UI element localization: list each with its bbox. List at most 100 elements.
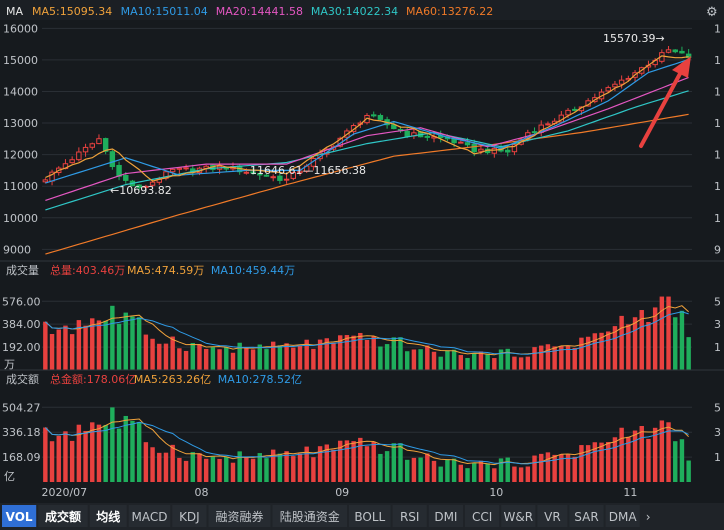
tab-dmi[interactable]: DMI (428, 505, 463, 527)
amount-panel-title: 成交额 (6, 372, 39, 386)
volume-bar-up (632, 317, 638, 370)
tab-label[interactable]: 陆股通资金 (280, 509, 340, 524)
volume-bar-up (170, 444, 175, 482)
tab-background[interactable] (128, 505, 171, 527)
tab-background[interactable] (569, 505, 604, 527)
volume-bar-up (599, 442, 604, 482)
volume-bar-up (63, 431, 68, 482)
volume-bar-up (291, 347, 296, 370)
volume-bar-up (632, 430, 638, 482)
tab-vol[interactable]: VOL (2, 505, 37, 527)
tab-label[interactable]: BOLL (354, 510, 385, 524)
volume-bar-up (163, 343, 169, 370)
volume-legend-ma10: MA10:459.44万 (211, 264, 295, 277)
tab-dma[interactable]: DMA (605, 505, 640, 527)
tab-background[interactable] (89, 505, 127, 527)
tab-label[interactable]: 成交额 (45, 509, 81, 524)
tab-background[interactable] (465, 505, 500, 527)
tab-kdj[interactable]: KDJ (172, 505, 207, 527)
tab-[interactable]: 陆股通资金 (272, 505, 348, 527)
tab-more-chevron-icon[interactable]: › (646, 510, 651, 524)
tab-label[interactable]: W&R (504, 510, 534, 524)
tab-background[interactable] (428, 505, 463, 527)
tab-background[interactable] (501, 505, 536, 527)
amount-unit-label: 亿 (4, 470, 15, 483)
volume-bar-up (364, 339, 370, 370)
volume-bar-down (679, 310, 685, 370)
volume-bar-down (472, 353, 477, 370)
tab-rsi[interactable]: RSI (392, 505, 427, 527)
amount-ytick-label: 168.09 (2, 451, 41, 464)
candle-down (136, 184, 142, 189)
volume-bar-up (626, 436, 631, 482)
tab-background[interactable] (208, 505, 271, 527)
tab-label[interactable]: DMA (609, 510, 638, 524)
volume-right-tick-label: 5 (714, 295, 721, 308)
volume-bar-down (679, 439, 685, 482)
candle-up (297, 170, 303, 174)
trend-arrow (639, 68, 684, 148)
volume-right-tick-label: 3 (714, 318, 721, 331)
tab-label[interactable]: 均线 (96, 509, 120, 524)
candle-up (290, 172, 297, 179)
candle-down (404, 130, 410, 137)
candle-down (531, 131, 538, 134)
volume-bar-down (418, 457, 423, 482)
price-right-tick-label: 9 (714, 243, 721, 256)
tab-label[interactable]: DMI (434, 510, 457, 524)
tab-background[interactable] (537, 505, 568, 527)
tab-background[interactable] (392, 505, 427, 527)
candle-up (565, 109, 571, 116)
tab-background[interactable] (605, 505, 640, 527)
candle-up (169, 168, 176, 173)
tab-label[interactable]: MACD (132, 510, 168, 524)
tab-background[interactable] (172, 505, 207, 527)
tab-macd[interactable]: MACD (128, 505, 171, 527)
volume-bar-up (197, 344, 202, 370)
tab-label[interactable]: VOL (6, 510, 33, 524)
tab-label[interactable]: KDJ (179, 510, 200, 524)
volume-bar-down (103, 424, 108, 482)
candle-down (679, 50, 685, 54)
tab-background[interactable] (349, 505, 391, 527)
volume-bar-up (270, 341, 276, 370)
volume-bar-up (183, 350, 189, 370)
tab-background[interactable] (2, 505, 37, 527)
tab-label[interactable]: SAR (574, 510, 598, 524)
volume-bar-up (552, 346, 557, 370)
tab-wr[interactable]: W&R (501, 505, 536, 527)
candle-up (76, 151, 82, 161)
volume-ytick-label: 384.00 (2, 318, 41, 331)
settings-gear-icon[interactable]: ⚙ (706, 5, 718, 20)
tab-sar[interactable]: SAR (569, 505, 604, 527)
tab-label[interactable]: CCI (472, 510, 492, 524)
volume-bars (43, 296, 691, 370)
volume-bar-down (257, 344, 262, 370)
volume-bar-up (458, 355, 464, 370)
tab-[interactable]: 成交额 (38, 505, 88, 527)
tab-label[interactable]: 融资融券 (215, 509, 263, 524)
price-right-tick-label: 1 (714, 180, 721, 193)
tab-background[interactable] (38, 505, 88, 527)
tab-[interactable]: 融资融券 (208, 505, 271, 527)
volume-bar-down (451, 458, 457, 482)
tab-background[interactable] (272, 505, 348, 527)
volume-bar-up (411, 349, 417, 370)
volume-bar-down (505, 457, 510, 482)
tab-cci[interactable]: CCI (465, 505, 500, 527)
tab-label[interactable]: RSI (400, 510, 420, 524)
candle-down (471, 143, 477, 153)
volume-legend-up: 总量:403.46万 (50, 263, 125, 277)
tab-boll[interactable]: BOLL (349, 505, 391, 527)
volume-bar-up (371, 441, 376, 482)
tab-vr[interactable]: VR (537, 505, 568, 527)
ma30-line (45, 90, 689, 211)
volume-bar-up (284, 343, 289, 370)
gap-annotation: 11646.61—11656.38 (250, 164, 366, 177)
tab-[interactable]: 均线 (89, 505, 127, 527)
tab-label[interactable]: VR (544, 510, 561, 524)
volume-bar-down (277, 345, 283, 370)
volume-bar-up (217, 349, 222, 370)
price-right-tick-label: 1 (714, 149, 721, 162)
